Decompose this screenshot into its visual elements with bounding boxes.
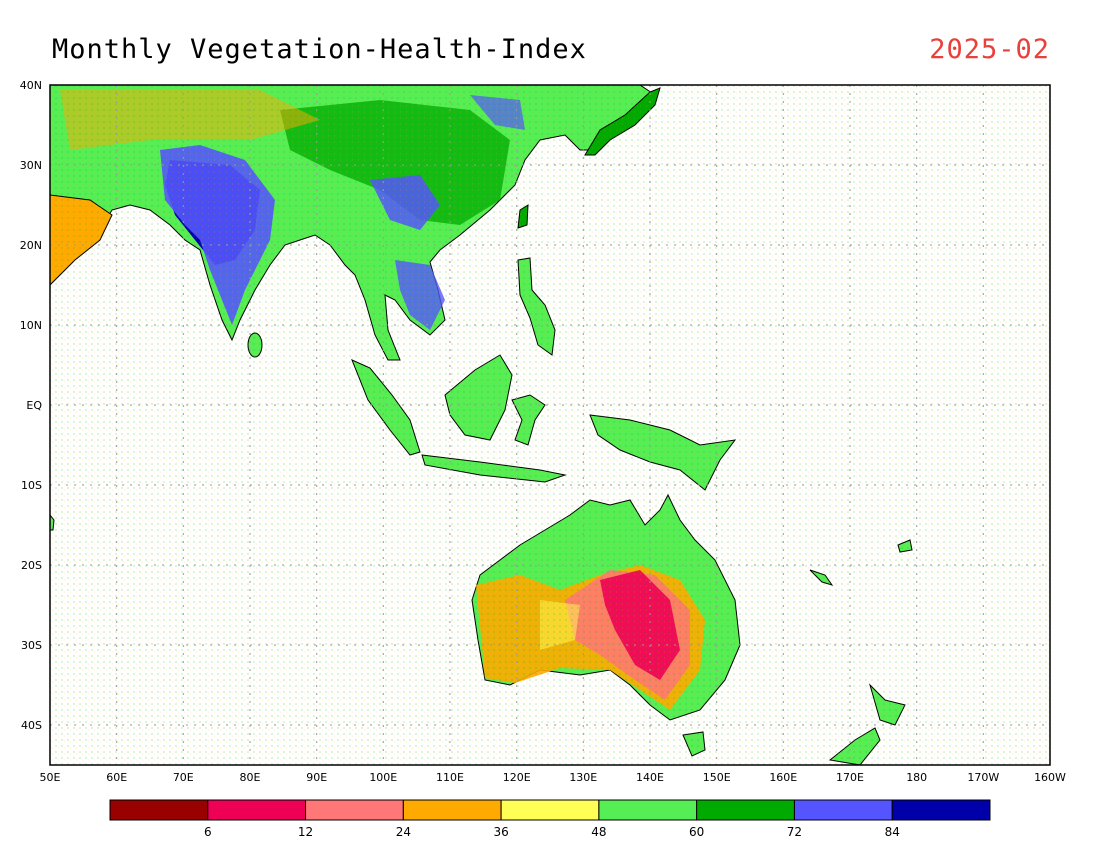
land-layer	[50, 85, 1050, 765]
colorbar-label: 84	[885, 825, 900, 839]
lon-tick: 50E	[40, 771, 61, 784]
colorbar: 6 12 24 36 48 60 72 84	[109, 799, 991, 839]
lon-tick: 170E	[836, 771, 864, 784]
colorbar-swatch	[500, 799, 600, 821]
lon-tick: 120E	[503, 771, 531, 784]
lon-tick: 160E	[769, 771, 797, 784]
map-date: 2025-02	[929, 34, 1050, 65]
map-grid	[50, 85, 1050, 765]
colorbar-swatch	[891, 799, 991, 821]
colorbar-swatch	[109, 799, 209, 821]
colorbar-label: 6	[204, 825, 212, 839]
lat-tick: 40S	[21, 719, 42, 732]
lat-tick: 20S	[21, 559, 42, 572]
lon-tick: 180	[906, 771, 927, 784]
colorbar-swatch	[793, 799, 893, 821]
lon-tick: 100E	[369, 771, 397, 784]
texture-overlay	[50, 85, 1050, 765]
lon-tick: 150E	[703, 771, 731, 784]
lat-tick-labels: 40N 30N 20N 10N EQ 10S 20S 30S 40S	[20, 79, 43, 732]
colorbar-label: 36	[493, 825, 508, 839]
colorbar-label: 12	[298, 825, 313, 839]
colorbar-swatch	[207, 799, 307, 821]
lon-tick: 80E	[240, 771, 261, 784]
colorbar-swatch	[696, 799, 795, 821]
colorbar-label: 48	[591, 825, 606, 839]
map-frame	[49, 84, 1051, 766]
colorbar-label: 72	[787, 825, 802, 839]
lat-tick: 10N	[20, 319, 42, 332]
lon-tick: 70E	[173, 771, 194, 784]
lon-tick: 140E	[636, 771, 664, 784]
lon-tick: 90E	[306, 771, 327, 784]
lat-tick: 10S	[21, 479, 42, 492]
lat-tick: EQ	[26, 399, 42, 412]
lon-tick: 160W	[1034, 771, 1066, 784]
lon-tick: 60E	[106, 771, 127, 784]
lon-tick-labels: 50E 60E 70E 80E 90E 100E 110E 120E 130E …	[40, 771, 1067, 784]
lon-tick: 170W	[967, 771, 999, 784]
colorbar-swatch	[402, 799, 502, 821]
colorbar-swatch	[598, 799, 698, 821]
lat-tick: 40N	[20, 79, 42, 92]
lat-tick: 30N	[20, 159, 42, 172]
lat-tick: 20N	[20, 239, 42, 252]
lon-tick: 110E	[436, 771, 464, 784]
lat-tick: 30S	[21, 639, 42, 652]
colorbar-label: 60	[689, 825, 704, 839]
colorbar-label: 24	[396, 825, 411, 839]
lon-tick: 130E	[569, 771, 597, 784]
map-title: Monthly Vegetation-Health-Index	[52, 34, 587, 65]
colorbar-swatch	[305, 799, 404, 821]
